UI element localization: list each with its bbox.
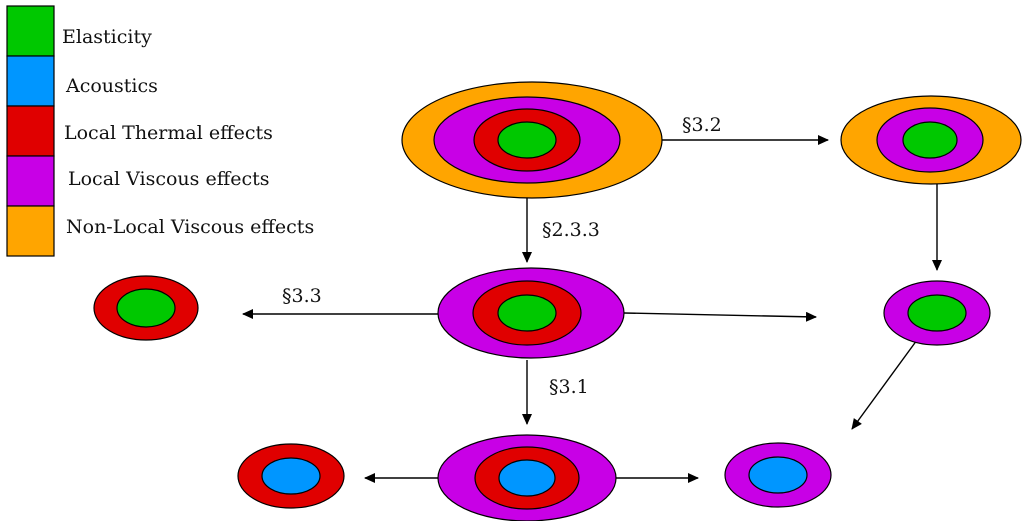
edge-label-sec-2-3-3: §2.3.3 [542,219,600,241]
legend-swatch-local-viscous [6,155,55,207]
arrow-viscous-elastic-to-viscous-acoustic [851,339,918,430]
node-full-core-elasticity [497,121,557,159]
node-vta-core-acoustics [498,459,556,497]
legend-label-nonlocal-viscous: Non-Local Viscous effects [66,216,314,238]
edge-label-sec-3-1: §3.1 [549,376,589,398]
node-te-core-elasticity [116,288,176,328]
legend-label-acoustics: Acoustics [65,75,158,97]
legend-swatch-nonlocal-viscous [6,205,55,257]
node-nonlocal-core-elasticity [902,121,958,159]
node-ve-core-elasticity [907,294,967,332]
legend-swatch-local-thermal [6,105,55,157]
node-nonlocal-no-thermal [840,95,1022,185]
legend: Elasticity Acoustics Local Thermal effec… [6,5,314,257]
legend-label-local-viscous: Local Viscous effects [68,168,269,190]
legend-swatch-acoustics [6,55,55,107]
node-local-viscothermal [437,267,625,359]
node-thermal-acoustic [237,443,345,509]
node-thermal-elastic [93,275,199,341]
arrow-local-viscothermal-to-viscous-elastic [623,311,817,322]
legend-swatch-elasticity [6,5,55,57]
node-full [401,81,663,199]
node-viscous-elastic [883,280,991,346]
edge-label-sec-3-2: §3.2 [682,114,722,136]
node-viscous-acoustic [724,442,832,508]
node-viscothermal-acoustic [437,434,617,521]
node-ta-core-acoustics [261,457,321,495]
node-va-core-acoustics [748,456,808,494]
edges [242,135,942,483]
edge-label-sec-3-3: §3.3 [282,285,322,307]
node-lvt-core-elasticity [497,294,557,332]
edge-labels: §3.2 §2.3.3 §3.3 §3.1 [282,114,722,398]
legend-label-local-thermal: Local Thermal effects [64,122,273,144]
legend-label-elasticity: Elasticity [62,26,152,48]
